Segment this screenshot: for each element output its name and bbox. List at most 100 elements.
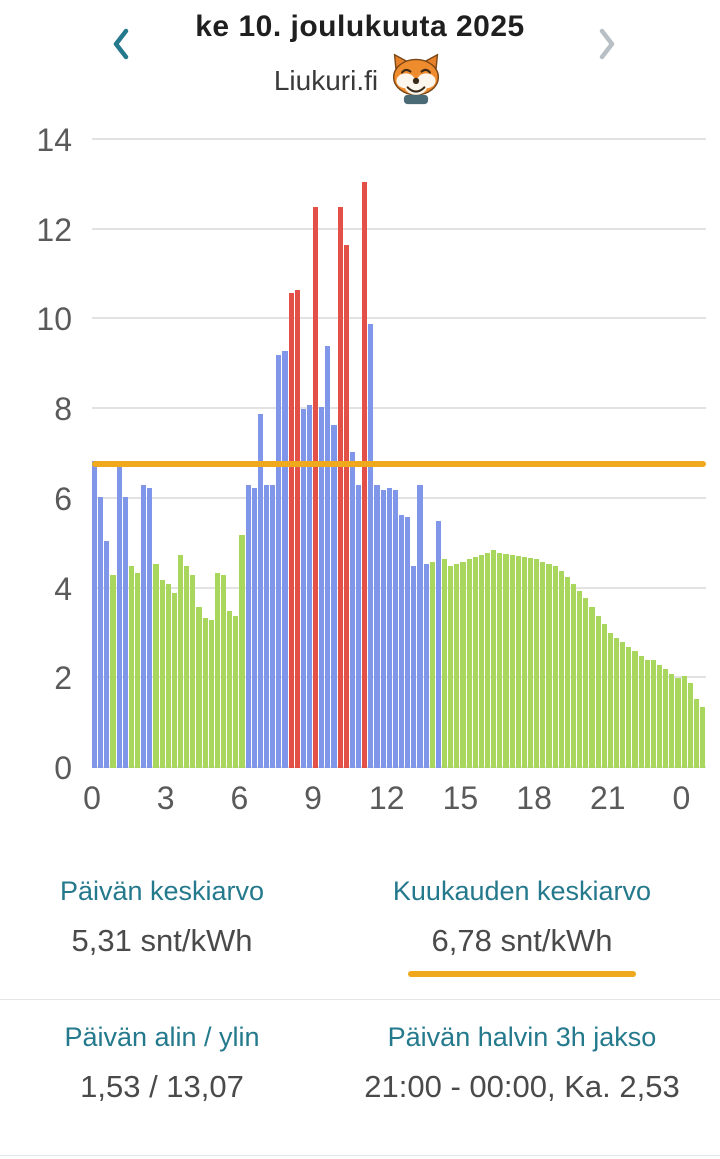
price-bar[interactable] [699,707,706,768]
price-bar[interactable] [257,413,263,768]
price-bar[interactable] [362,181,368,768]
price-bar[interactable] [423,563,429,768]
price-bar[interactable] [583,597,589,768]
price-bar[interactable] [104,541,110,768]
price-bar[interactable] [214,572,220,768]
price-bar[interactable] [122,496,128,768]
price-bar[interactable] [98,496,104,768]
price-bar[interactable] [435,521,442,768]
price-bar[interactable] [356,485,362,768]
price-bar[interactable] [159,579,165,768]
price-bar[interactable] [577,590,583,768]
price-bar[interactable] [620,642,626,768]
price-bar[interactable] [448,566,454,768]
price-bar[interactable] [626,646,632,768]
price-bar[interactable] [282,350,288,768]
price-bar[interactable] [405,516,411,768]
price-bar[interactable] [503,553,509,768]
price-bar[interactable] [534,559,540,768]
price-bar[interactable] [564,577,570,768]
price-bar[interactable] [343,245,349,768]
price-bar[interactable] [227,611,233,768]
price-bar[interactable] [485,552,491,768]
price-bar[interactable] [165,584,171,768]
price-bar[interactable] [663,669,669,768]
price-bar[interactable] [92,460,98,768]
price-bar[interactable] [190,575,196,768]
price-bar[interactable] [466,559,472,768]
price-bar[interactable] [128,566,134,768]
price-bar[interactable] [153,563,159,768]
price-bar[interactable] [116,467,122,768]
previous-day-button[interactable] [106,22,136,69]
price-bar[interactable] [521,557,527,768]
price-bar[interactable] [552,566,558,768]
price-bar[interactable] [313,207,319,768]
price-bar[interactable] [675,678,681,768]
price-bar[interactable] [239,534,245,768]
price-bar[interactable] [251,487,257,768]
price-bar[interactable] [411,566,417,768]
price-bar[interactable] [349,451,356,768]
price-bar[interactable] [497,552,503,768]
price-bar[interactable] [331,424,337,768]
price-bar[interactable] [546,563,552,768]
next-day-button[interactable] [592,22,622,69]
price-bar[interactable] [294,290,300,768]
price-bar[interactable] [472,557,478,768]
price-bar[interactable] [386,487,392,768]
price-bar[interactable] [380,489,386,768]
price-bar[interactable] [325,346,331,768]
price-bar[interactable] [233,615,239,768]
price-bar[interactable] [208,619,214,768]
price-bar[interactable] [374,485,380,768]
price-bar[interactable] [171,593,177,768]
brand-link[interactable]: Liukuri.fi [273,65,379,96]
price-bar[interactable] [263,485,270,768]
price-bar[interactable] [368,323,374,768]
price-bar[interactable] [454,563,460,768]
price-bar[interactable] [460,561,466,768]
price-bar[interactable] [589,606,595,768]
price-bar[interactable] [601,624,607,768]
price-bar[interactable] [392,489,399,768]
price-bar[interactable] [491,550,497,768]
price-bar[interactable] [196,606,202,768]
price-bar[interactable] [558,570,564,768]
price-bar[interactable] [177,554,184,768]
price-bar[interactable] [220,575,227,768]
price-bar[interactable] [429,561,435,768]
price-bar[interactable] [134,572,141,768]
price-bar[interactable] [650,660,656,768]
price-bar[interactable] [300,409,306,768]
price-bar[interactable] [417,485,423,768]
price-bar[interactable] [202,617,208,768]
price-bar[interactable] [478,554,484,768]
price-bar[interactable] [245,485,251,768]
price-bar[interactable] [540,561,546,768]
price-bar[interactable] [681,676,687,768]
price-bar[interactable] [147,487,153,768]
price-bar[interactable] [442,559,448,768]
price-bar[interactable] [644,660,650,768]
price-bar[interactable] [319,406,325,768]
price-bar[interactable] [515,556,521,768]
price-bar[interactable] [693,699,699,768]
price-bar[interactable] [527,558,534,768]
price-bar[interactable] [607,633,613,768]
price-bar[interactable] [337,207,343,768]
price-bar[interactable] [141,485,147,768]
price-bar[interactable] [509,554,515,768]
price-bar[interactable] [613,637,620,768]
price-bar[interactable] [669,673,675,768]
price-bar[interactable] [687,682,693,768]
price-bar[interactable] [276,355,282,768]
price-bar[interactable] [595,615,601,768]
price-bar[interactable] [270,485,276,768]
price-bar[interactable] [638,655,644,768]
price-bar[interactable] [632,651,638,768]
price-bar[interactable] [288,292,294,768]
price-bar[interactable] [306,404,313,768]
price-bar[interactable] [184,566,190,768]
price-bar[interactable] [570,584,577,768]
